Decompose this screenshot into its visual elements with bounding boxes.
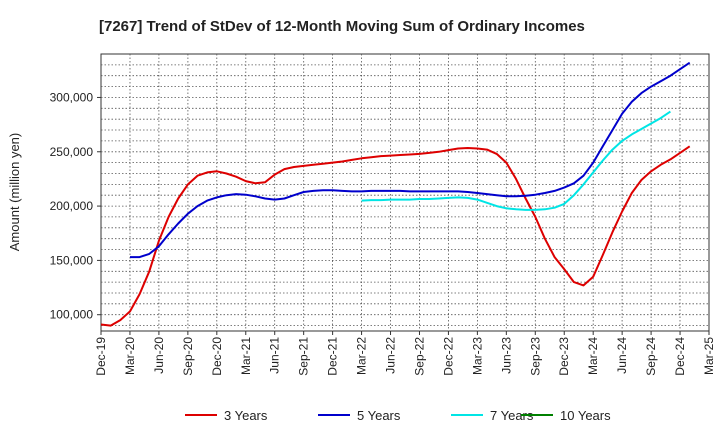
y-axis-label: Amount (million yen) <box>7 133 22 252</box>
x-tick-label: Sep-22 <box>413 337 427 376</box>
x-axis: Dec-19 Mar-20 Jun-20 Sep-20 Dec-20 Mar-21 Jun-… <box>94 331 716 376</box>
x-tick-label: Sep-21 <box>297 337 311 376</box>
x-tick-label: Jun-22 <box>384 337 398 374</box>
x-tick-label: Mar-23 <box>470 337 484 375</box>
x-tick-label: Jun-20 <box>152 337 166 374</box>
x-tick-label: Dec-19 <box>94 337 108 376</box>
y-tick-label: 250,000 <box>50 145 94 159</box>
x-tick-label: Mar-22 <box>355 337 369 375</box>
x-tick-label: Mar-25 <box>702 337 716 375</box>
y-tick-label: 300,000 <box>50 90 94 104</box>
legend: 3 Years 5 Years 7 Years 10 Years <box>185 408 611 423</box>
x-tick-label: Mar-24 <box>586 337 600 375</box>
x-tick-label: Dec-23 <box>557 337 571 376</box>
series-layer <box>100 61 691 327</box>
series-line-5-years <box>130 61 691 259</box>
x-tick-label: Dec-22 <box>441 337 455 376</box>
x-tick-label: Dec-24 <box>673 337 687 376</box>
y-axis: 100,000 150,000 200,000 250,000 300,000 <box>50 90 101 322</box>
y-tick-label: 150,000 <box>50 253 94 267</box>
legend-label: 7 Years <box>490 408 534 423</box>
x-tick-label: Jun-21 <box>268 337 282 374</box>
legend-label: 5 Years <box>357 408 401 423</box>
x-tick-label: Sep-24 <box>644 337 658 376</box>
series-line-7-years <box>361 110 671 211</box>
plot-area <box>100 53 710 332</box>
chart-title: [7267] Trend of StDev of 12-Month Moving… <box>99 18 585 35</box>
x-tick-label: Mar-20 <box>123 337 137 375</box>
x-tick-label: Dec-20 <box>210 337 224 376</box>
y-tick-label: 100,000 <box>50 308 94 322</box>
x-tick-label: Dec-21 <box>326 337 340 376</box>
x-tick-label: Mar-21 <box>239 337 253 375</box>
y-tick-label: 200,000 <box>50 199 94 213</box>
legend-label: 3 Years <box>224 408 268 423</box>
x-tick-label: Sep-23 <box>528 337 542 376</box>
plot-frame <box>100 53 710 332</box>
grid-lines <box>101 54 709 331</box>
series-line-3-years <box>100 145 691 327</box>
x-tick-label: Sep-20 <box>181 337 195 376</box>
x-tick-label: Jun-23 <box>499 337 513 374</box>
legend-label: 10 Years <box>560 408 611 423</box>
x-tick-label: Jun-24 <box>615 337 629 374</box>
